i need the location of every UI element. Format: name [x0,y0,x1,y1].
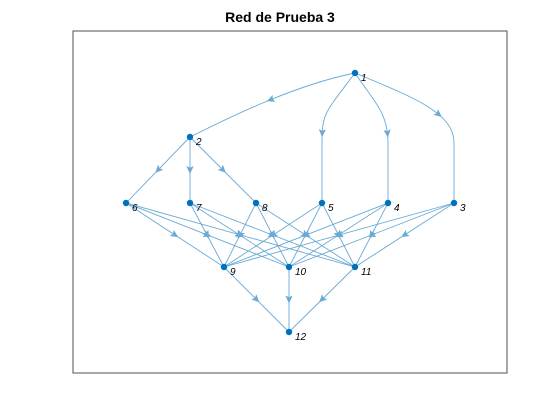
node-label-1: 1 [361,73,367,84]
node-11 [351,263,359,271]
node-3 [450,199,458,207]
arrowhead-2-6 [155,164,164,173]
arrowhead-8-9 [238,229,246,239]
axes-box [72,30,508,374]
node-10 [285,263,293,271]
node-label-9: 9 [230,267,236,278]
edge-1-3 [354,72,455,203]
node-12 [285,328,293,336]
arrowhead-3-10 [367,230,377,237]
edge-1-4 [354,72,389,203]
node-4 [384,199,392,207]
node-label-7: 7 [196,203,202,214]
arrowhead-1-2 [266,94,276,102]
arrowhead-1-3 [433,108,442,117]
node-label-4: 4 [394,203,400,214]
node-2 [186,133,194,141]
plot-title: Red de Prueba 3 [225,9,335,25]
arrowhead-5-9 [269,229,279,238]
edge-layer [125,72,455,333]
node-5 [318,199,326,207]
node-label-3: 3 [460,203,466,214]
arrowhead-4-9 [302,230,312,237]
node-label-8: 8 [262,203,268,214]
node-label-12: 12 [295,332,307,343]
arrowhead-3-11 [401,229,410,238]
arrowhead-9-12 [251,294,260,303]
arrowhead-3-9 [335,230,344,238]
arrowhead-1-5 [318,128,327,138]
node-label-6: 6 [132,203,138,214]
edge-1-2 [189,72,356,138]
arrowhead-1-4 [383,129,391,138]
arrowhead-11-12 [319,294,328,303]
arrowhead-2-8 [217,164,226,173]
arrowhead-2-7 [186,165,194,175]
node-1 [351,69,359,77]
node-layer [122,69,458,336]
node-7 [186,199,194,207]
node-9 [220,263,228,271]
node-label-11: 11 [361,267,371,278]
node-label-10: 10 [295,267,307,278]
node-8 [252,199,260,207]
arrowhead-7-9 [201,229,209,239]
node-6 [122,199,130,207]
node-label-2: 2 [195,137,202,148]
node-label-5: 5 [328,203,334,214]
arrowhead-10-12 [285,295,293,304]
arrowhead-6-9 [169,229,179,238]
edge-1-5 [321,72,356,203]
